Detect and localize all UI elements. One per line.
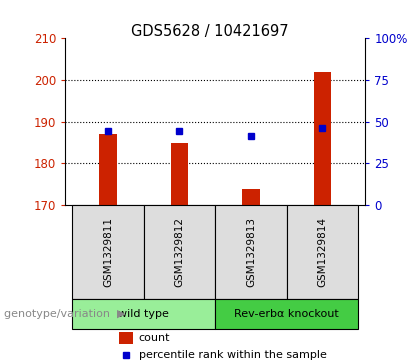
FancyBboxPatch shape [144, 205, 215, 299]
Text: count: count [139, 333, 170, 343]
Text: GSM1329812: GSM1329812 [174, 217, 184, 287]
Bar [99, 134, 117, 205]
Text: GSM1329811: GSM1329811 [103, 217, 113, 287]
Bar [242, 189, 260, 205]
Text: GSM1329814: GSM1329814 [318, 217, 328, 287]
Text: GSM1329813: GSM1329813 [246, 217, 256, 287]
Text: percentile rank within the sample: percentile rank within the sample [139, 350, 326, 360]
Bar [314, 72, 331, 205]
Bar [171, 143, 189, 205]
FancyBboxPatch shape [287, 205, 358, 299]
Text: Rev-erbα knockout: Rev-erbα knockout [234, 309, 339, 319]
FancyBboxPatch shape [72, 205, 144, 299]
FancyBboxPatch shape [215, 299, 358, 329]
Bar [119, 332, 133, 344]
Text: wild type: wild type [118, 309, 169, 319]
Text: GDS5628 / 10421697: GDS5628 / 10421697 [131, 24, 289, 38]
FancyBboxPatch shape [215, 205, 287, 299]
FancyBboxPatch shape [72, 299, 215, 329]
Text: genotype/variation  ▶: genotype/variation ▶ [4, 309, 126, 319]
